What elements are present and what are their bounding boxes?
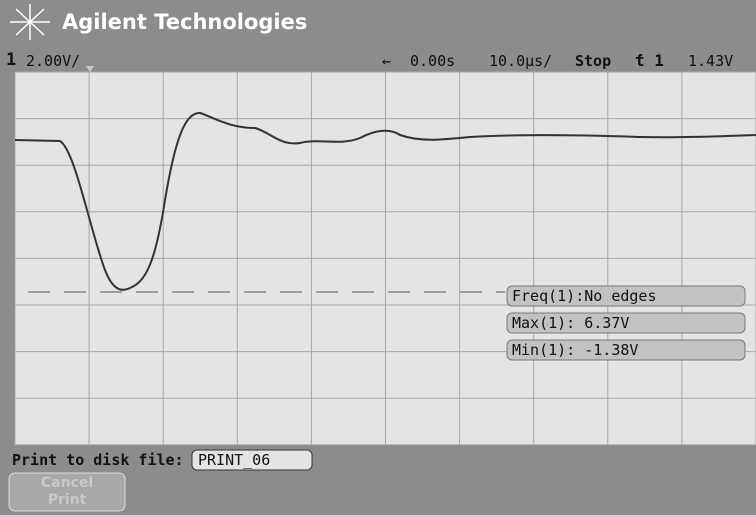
prompt: Print to disk file: [12,451,184,469]
scale: 2.00V/ [26,52,81,70]
trigger: ƭ 1 [635,51,664,70]
file-name: PRINT_06 [198,451,271,469]
header-bar [0,0,756,44]
arrow: ← [382,52,392,70]
cancel-button[interactable] [8,472,126,512]
delay: 0.00s [410,52,456,70]
brand: Agilent Technologies [62,10,308,34]
grid [14,71,756,446]
trigger-level: 1.43V [688,52,734,70]
measurement: Min(1): -1.38V [512,341,639,359]
logo [10,4,50,40]
measurement: Max(1): 6.37V [512,314,630,332]
channel: 1 [6,50,17,70]
cancel-label[interactable]: Cancel Print [40,475,94,508]
trigger-marker [86,66,94,72]
run-mode: Stop [575,52,612,70]
file-box [191,449,313,471]
waveform [14,111,756,291]
measurement: Freq(1):No edges [512,287,657,305]
timebase: 10.0µs/ [489,52,553,70]
measurement-boxes [506,285,746,361]
